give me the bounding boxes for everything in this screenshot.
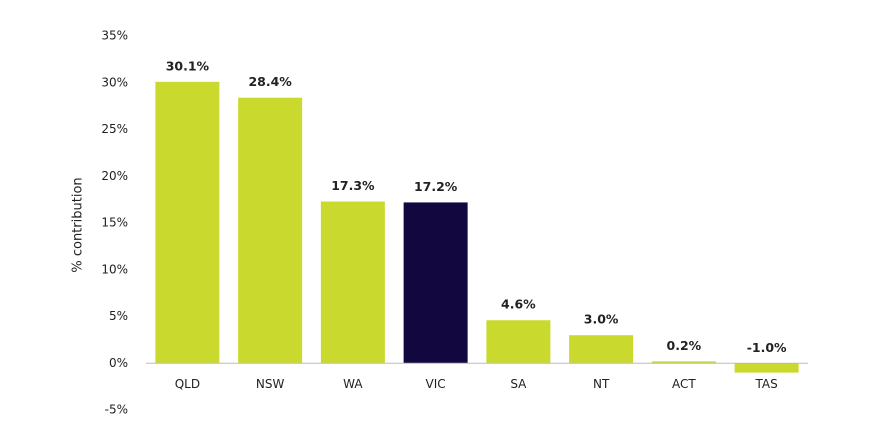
bar xyxy=(486,320,551,364)
x-tick-label: QLD xyxy=(175,377,200,391)
value-label: 17.3% xyxy=(331,178,375,193)
y-tick-label: 15% xyxy=(101,216,128,230)
x-tick-label: WA xyxy=(343,377,363,391)
value-label: 0.2% xyxy=(667,338,702,353)
bar xyxy=(403,202,468,364)
x-tick-label: TAS xyxy=(755,377,778,391)
x-tick-label: ACT xyxy=(672,377,696,391)
x-tick-label: NSW xyxy=(256,377,285,391)
x-tick-label: VIC xyxy=(426,377,446,391)
value-label: 4.6% xyxy=(501,297,536,312)
bar xyxy=(569,335,634,364)
bar xyxy=(155,81,220,364)
bar xyxy=(320,201,385,364)
bar xyxy=(734,363,799,373)
y-tick-label: 10% xyxy=(101,262,128,276)
bar xyxy=(651,361,716,364)
value-label: 3.0% xyxy=(584,312,619,327)
bar xyxy=(238,97,303,364)
y-axis-label: % contribution xyxy=(71,177,86,272)
value-label: 28.4% xyxy=(248,74,292,89)
y-tick-label: 25% xyxy=(101,122,128,136)
y-tick-label: -5% xyxy=(105,403,128,417)
y-tick-label: 5% xyxy=(109,309,128,323)
value-label: 30.1% xyxy=(166,58,210,73)
value-label: 17.2% xyxy=(414,179,458,194)
y-tick-label: 0% xyxy=(109,356,128,370)
y-tick-label: 35% xyxy=(101,29,128,43)
y-tick-label: 30% xyxy=(101,75,128,89)
value-label: -1.0% xyxy=(747,340,787,355)
y-tick-label: 20% xyxy=(101,169,128,183)
x-tick-label: SA xyxy=(510,377,527,391)
x-tick-label: NT xyxy=(593,377,610,391)
